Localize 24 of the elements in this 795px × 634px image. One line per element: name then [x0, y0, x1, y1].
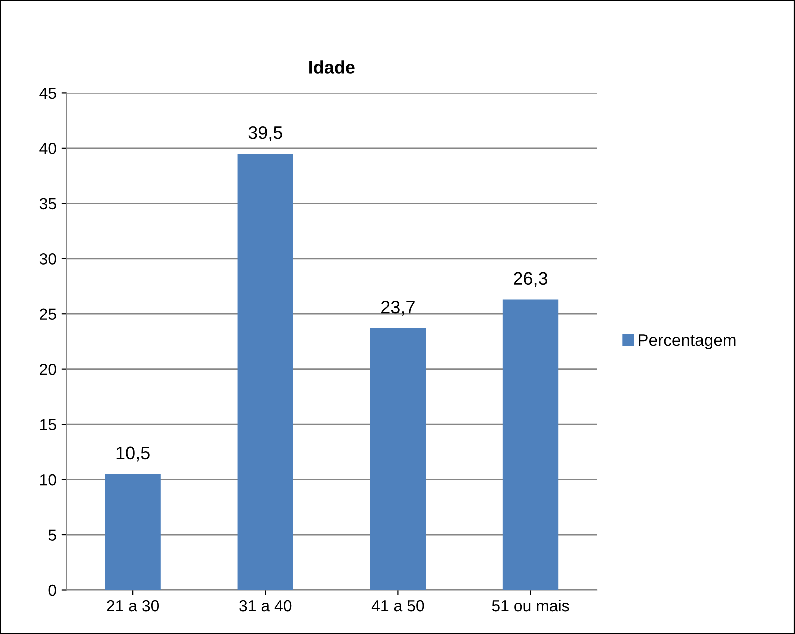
y-tick-label: 0	[48, 584, 56, 596]
legend-label: Percentagem	[639, 334, 736, 350]
x-tick-label: 41 a 50	[372, 600, 424, 612]
y-tick-label: 15	[40, 419, 56, 431]
y-tick-label: 5	[48, 530, 56, 541]
y-tick-label: 20	[40, 364, 56, 376]
y-tick-label: 45	[40, 88, 56, 100]
data-label: 23,7	[382, 301, 415, 316]
y-tick-label: 10	[40, 474, 56, 486]
data-label: 39,5	[248, 126, 282, 142]
bar	[238, 154, 294, 590]
data-label: 10,5	[116, 446, 150, 462]
y-tick-label: 35	[40, 198, 56, 210]
bar	[370, 328, 426, 590]
chart-title: Idade	[310, 60, 355, 74]
y-tick-label: 25	[40, 308, 56, 320]
bar	[105, 474, 161, 590]
data-label: 26,3	[514, 272, 548, 288]
bar	[502, 300, 559, 590]
x-tick-label: 51 ou mais	[492, 600, 570, 612]
y-tick-label: 30	[40, 254, 56, 265]
y-tick-label: 40	[40, 143, 56, 154]
x-tick-label: 31 a 40	[240, 600, 292, 612]
x-tick-label: 21 a 30	[107, 600, 160, 612]
